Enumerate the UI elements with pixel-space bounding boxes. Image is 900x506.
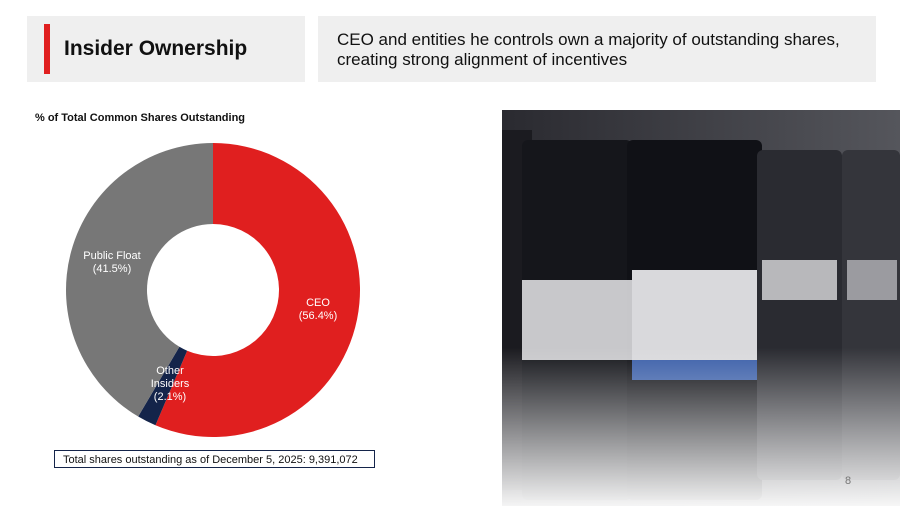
value-label: (2.1%)	[153, 391, 187, 403]
description-box: CEO and entities he controls own a major…	[318, 16, 876, 82]
donut-segment	[155, 143, 360, 438]
category-label: Public Float	[83, 250, 141, 262]
value-label: (56.4%)	[298, 310, 338, 322]
category-label: CEO	[306, 297, 330, 309]
segment-label: CEO (56.4%)	[299, 297, 338, 323]
value-label: (41.5%)	[92, 263, 132, 275]
donut-chart	[66, 143, 360, 438]
footnote: Total shares outstanding as of December …	[54, 450, 375, 468]
slide-title: Insider Ownership	[64, 37, 248, 60]
segment-label: Public Float (41.5%)	[83, 250, 140, 276]
page-number: 8	[845, 475, 851, 487]
chart-title: % of Total Common Shares Outstanding	[35, 112, 246, 124]
product-photo: 8	[502, 110, 900, 506]
donut-segment	[138, 346, 188, 426]
segment-label: Other Insiders (2.1%)	[145, 365, 195, 404]
category-label: Other Insiders	[150, 365, 190, 390]
description: CEO and entities he controls own a major…	[337, 30, 840, 69]
accent-bar	[44, 24, 50, 74]
donut-segment	[66, 143, 213, 417]
title-box: Insider Ownership	[27, 16, 305, 82]
